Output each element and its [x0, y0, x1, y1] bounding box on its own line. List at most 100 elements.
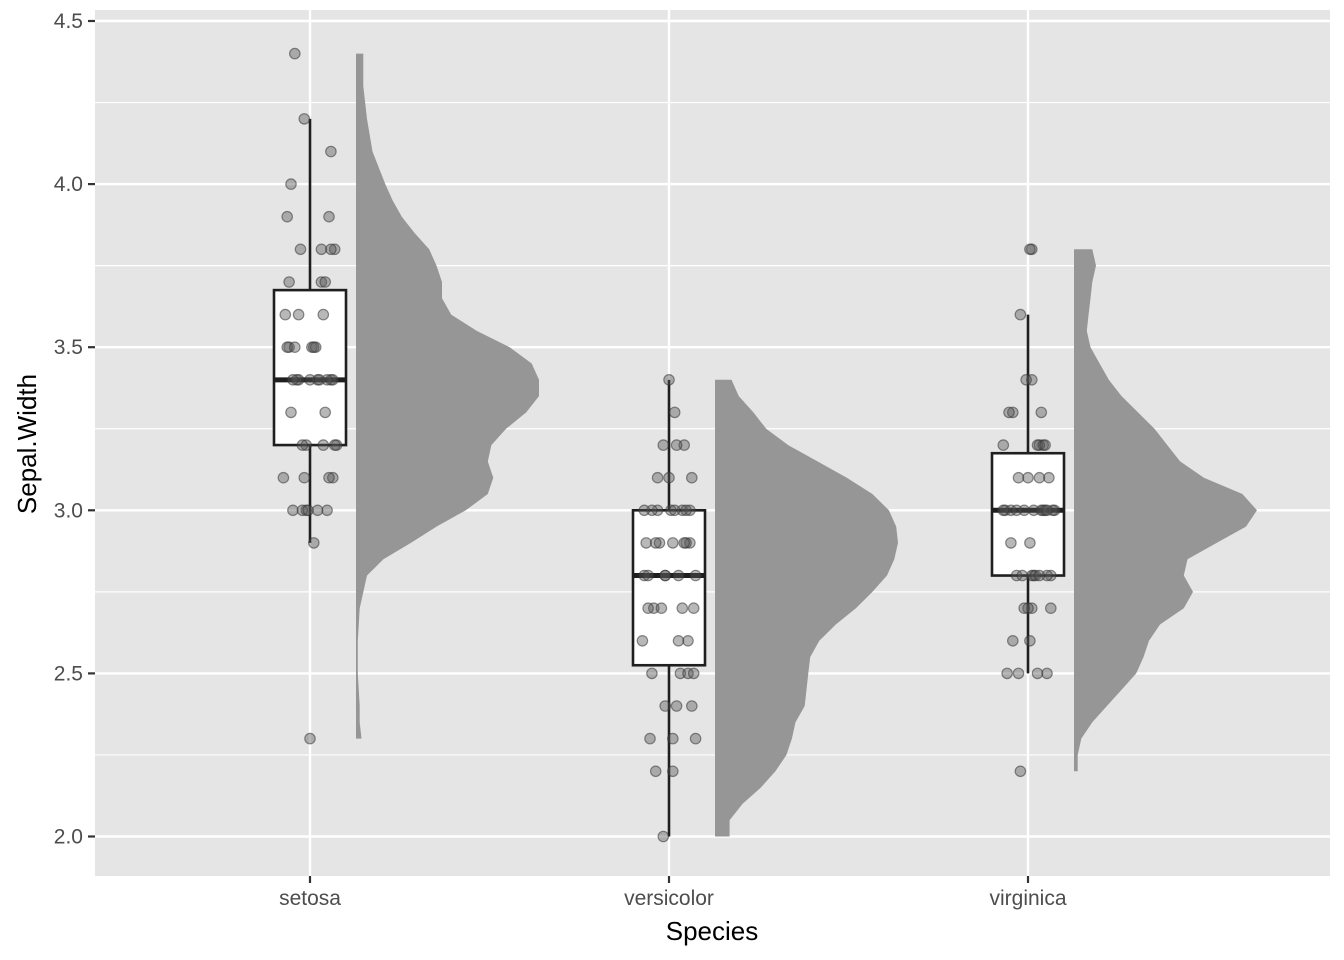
data-point [1041, 667, 1053, 680]
data-point [678, 537, 690, 549]
data-point [997, 504, 1010, 517]
data-point [670, 439, 683, 451]
data-point [682, 634, 694, 647]
data-point [277, 471, 290, 484]
data-point [304, 373, 316, 386]
data-point [317, 439, 330, 451]
data-point [666, 537, 679, 549]
data-point [659, 569, 671, 582]
data-point [319, 276, 331, 288]
data-point [311, 504, 324, 517]
point-layer [277, 47, 1061, 843]
data-point [668, 504, 681, 517]
data-point [638, 569, 651, 582]
x-axis: setosa versicolor virginica [279, 876, 1067, 910]
data-point [296, 439, 309, 451]
data-point [1029, 569, 1042, 582]
data-point [668, 406, 681, 419]
data-point [1005, 537, 1017, 549]
data-point [685, 471, 698, 484]
data-point [315, 276, 328, 288]
data-point [638, 504, 651, 517]
data-point [1033, 569, 1046, 582]
data-point [653, 537, 666, 549]
data-point [298, 113, 311, 125]
data-point [1024, 537, 1036, 549]
data-point [649, 765, 662, 778]
data-point [685, 700, 698, 712]
y-tick-label: 4.0 [54, 173, 83, 196]
data-point [666, 765, 679, 778]
data-point [325, 243, 337, 256]
density-virginica [1074, 249, 1257, 772]
data-point [657, 439, 670, 451]
data-point [325, 145, 337, 158]
data-point [285, 178, 297, 190]
data-point [997, 439, 1010, 451]
data-point [676, 602, 689, 614]
data-point [300, 439, 312, 451]
data-point [302, 504, 314, 517]
data-point [323, 471, 335, 484]
data-point [1016, 569, 1029, 582]
data-point [1041, 504, 1053, 517]
data-point [279, 308, 292, 321]
data-point [646, 667, 658, 680]
data-point [292, 308, 305, 321]
box-versicolor [631, 508, 707, 667]
data-point [1012, 471, 1025, 484]
data-point [651, 471, 664, 484]
x-tick-label-setosa: setosa [279, 887, 341, 910]
data-point [1010, 504, 1023, 517]
data-point [663, 373, 675, 386]
data-point [655, 602, 668, 614]
data-point [1001, 667, 1013, 680]
data-point [294, 243, 307, 256]
data-point [1031, 667, 1044, 680]
data-point [665, 504, 677, 517]
x-tick-label-versicolor: versicolor [624, 887, 714, 910]
data-point [1022, 602, 1034, 614]
data-point [1014, 308, 1027, 321]
data-point [1022, 471, 1034, 484]
data-point [1035, 406, 1048, 419]
data-point [307, 341, 320, 353]
y-tick-label: 2.5 [54, 662, 83, 685]
data-point [287, 373, 299, 386]
data-point [659, 700, 671, 712]
data-point [315, 243, 328, 256]
data-point [1003, 406, 1015, 419]
density-versicolor [715, 379, 898, 837]
data-point [672, 569, 685, 582]
data-point [1037, 504, 1049, 517]
data-point [288, 47, 301, 60]
y-tick-label: 3.0 [54, 499, 83, 522]
data-point [1006, 634, 1019, 647]
data-point [657, 830, 670, 843]
data-point [1045, 602, 1057, 614]
data-point [1018, 602, 1030, 614]
data-point [636, 634, 649, 647]
data-point [689, 569, 702, 582]
data-point [283, 276, 295, 288]
data-point [642, 602, 654, 614]
y-tick-label: 3.5 [54, 336, 83, 359]
data-point [317, 308, 330, 321]
y-tick-label: 2.0 [54, 826, 83, 849]
data-point [642, 569, 654, 582]
data-point [307, 537, 320, 549]
y-tick-label: 4.5 [54, 10, 83, 33]
data-point [1012, 667, 1025, 680]
data-point [304, 732, 316, 745]
data-point [649, 537, 662, 549]
data-point [689, 732, 702, 745]
data-point [1020, 373, 1032, 386]
data-point [1006, 406, 1019, 419]
data-point [326, 471, 339, 484]
data-point [666, 732, 679, 745]
data-point [1039, 439, 1051, 451]
data-point [1024, 634, 1036, 647]
data-point [663, 471, 675, 484]
data-point [328, 243, 341, 256]
